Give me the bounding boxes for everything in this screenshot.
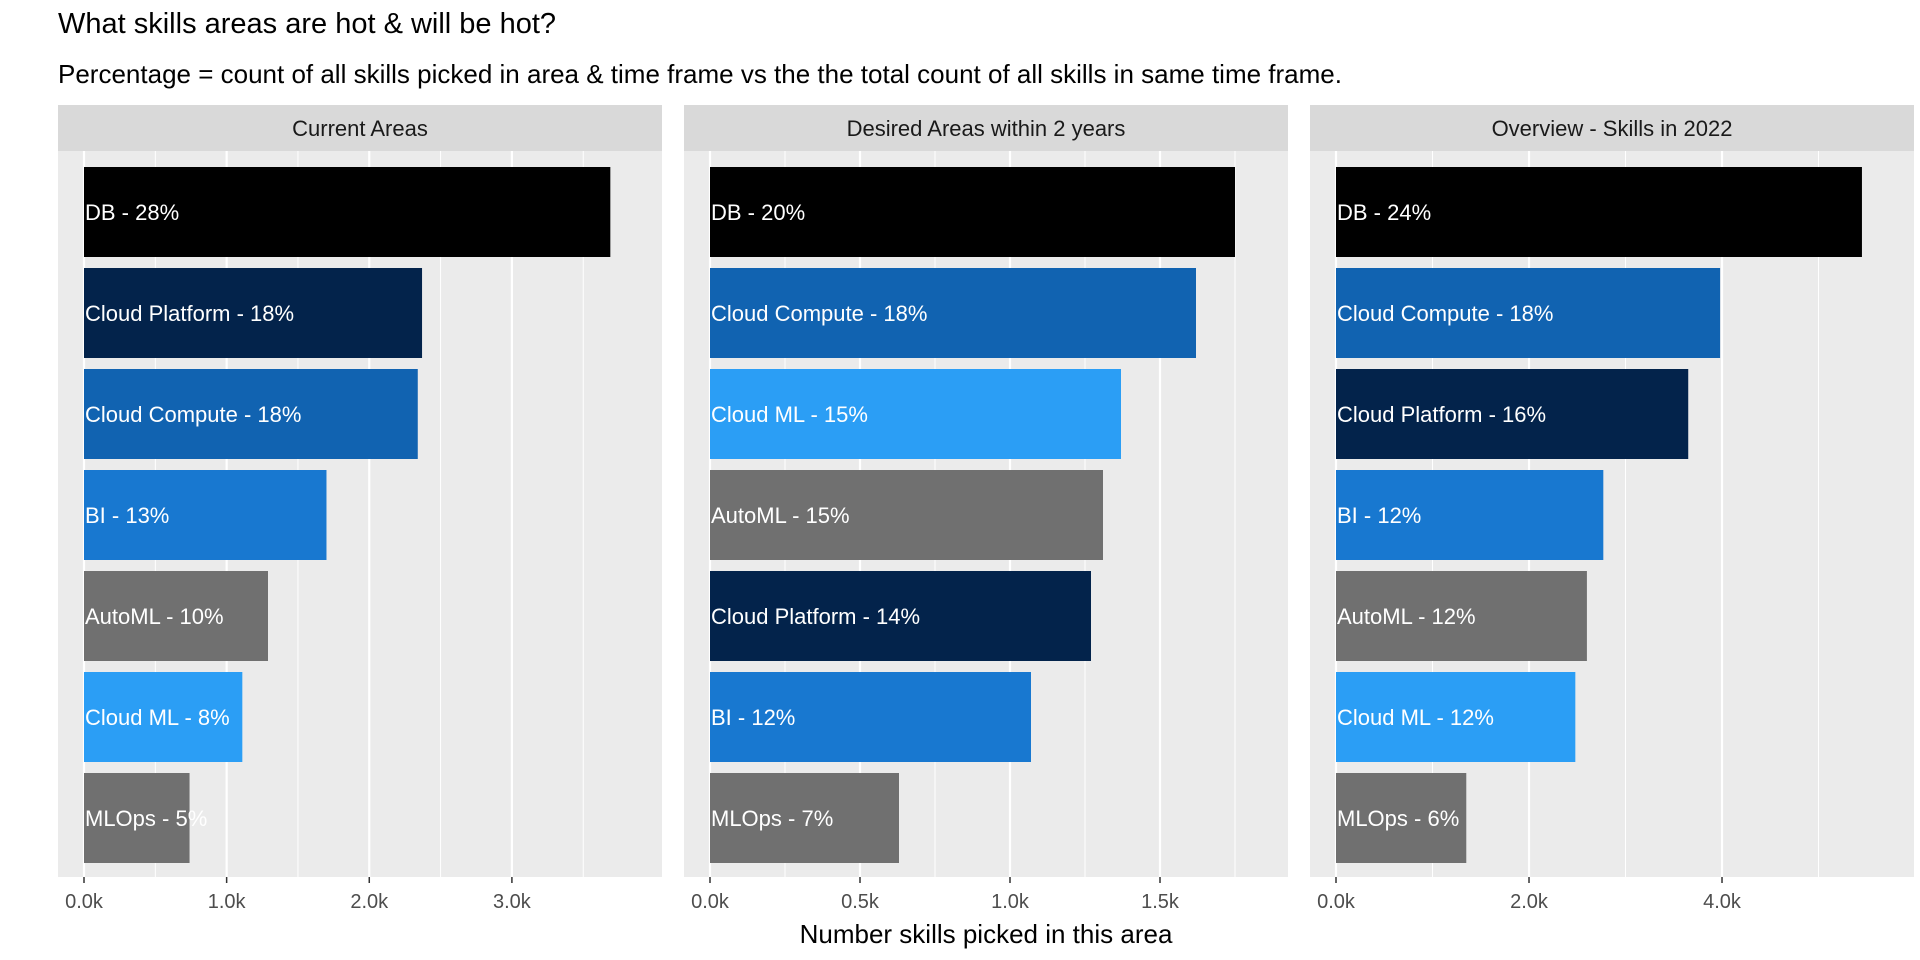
bar-layer: DB - 20% Cloud Compute - 18% Cloud ML - 15…: [710, 167, 1235, 863]
bar: [710, 672, 1031, 762]
tick-layer: 0.0k 1.0k 2.0k 3.0k: [65, 877, 532, 913]
bar: [84, 369, 418, 459]
bar-label: Cloud ML - 12%: [1337, 705, 1494, 730]
strip-background: [58, 105, 662, 151]
bar: [710, 167, 1235, 257]
bar-label: MLOps - 6%: [1337, 806, 1459, 831]
x-axis-title: Number skills picked in this area: [800, 919, 1173, 949]
x-tick-label: 1.0k: [208, 891, 247, 913]
bar: [84, 773, 190, 863]
bar-layer: DB - 24% Cloud Compute - 18% Cloud Platfor…: [1336, 167, 1862, 863]
x-tick-label: 0.5k: [841, 891, 880, 913]
bar: [1336, 470, 1604, 560]
bar-label: AutoML - 12%: [1337, 604, 1476, 629]
bar: [1336, 167, 1862, 257]
bar-label: Cloud ML - 15%: [711, 402, 868, 427]
bar: [84, 268, 423, 358]
bar: [84, 571, 268, 661]
strip-label: Overview - Skills in 2022: [1492, 116, 1733, 141]
x-tick-label: 1.0k: [991, 891, 1030, 913]
bar-label: MLOps - 7%: [711, 806, 833, 831]
x-tick-label: 4.0k: [1703, 891, 1742, 913]
bar-label: BI - 13%: [85, 503, 169, 528]
chart-title: What skills areas are hot & will be hot?: [58, 8, 557, 40]
bar: [1336, 268, 1721, 358]
bar: [1336, 571, 1587, 661]
bar-label: DB - 20%: [711, 200, 805, 225]
bar-label: MLOps - 5%: [85, 806, 207, 831]
x-tick-label: 2.0k: [1510, 891, 1549, 913]
bar-label: Cloud Platform - 18%: [85, 301, 294, 326]
bar-label: Cloud ML - 8%: [85, 705, 230, 730]
panel-overview: Overview - Skills in 2022 DB - 24% Cloud …: [1310, 105, 1914, 913]
bar: [710, 470, 1103, 560]
bar: [710, 268, 1196, 358]
x-tick-label: 0.0k: [691, 891, 730, 913]
bar-label: AutoML - 10%: [85, 604, 224, 629]
x-tick-label: 1.5k: [1141, 891, 1180, 913]
x-tick-label: 0.0k: [1317, 891, 1356, 913]
tick-layer: 0.0k 0.5k 1.0k 1.5k: [691, 877, 1180, 913]
bar: [84, 167, 611, 257]
bar: [710, 369, 1121, 459]
bar-label: DB - 28%: [85, 200, 179, 225]
bar: [1336, 369, 1689, 459]
bar-label: AutoML - 15%: [711, 503, 850, 528]
bar: [710, 571, 1091, 661]
panel-desired-areas: Desired Areas within 2 years DB - 20% Clo…: [684, 105, 1288, 913]
bar-label: Cloud Compute - 18%: [711, 301, 927, 326]
bar-label: Cloud Platform - 14%: [711, 604, 920, 629]
bar-layer: DB - 28% Cloud Platform - 18% Cloud Comput…: [84, 167, 611, 863]
strip-label: Current Areas: [292, 116, 428, 141]
strip-background: [1310, 105, 1914, 151]
bar: [1336, 672, 1576, 762]
bar-label: Cloud Compute - 18%: [1337, 301, 1553, 326]
bar: [84, 470, 327, 560]
bar: [710, 773, 899, 863]
bar: [1336, 773, 1467, 863]
tick-layer: 0.0k 2.0k 4.0k: [1317, 877, 1742, 913]
x-tick-label: 2.0k: [350, 891, 389, 913]
x-tick-label: 0.0k: [65, 891, 104, 913]
x-tick-label: 3.0k: [493, 891, 532, 913]
strip-label: Desired Areas within 2 years: [847, 116, 1126, 141]
bar-label: DB - 24%: [1337, 200, 1431, 225]
bar-label: BI - 12%: [1337, 503, 1421, 528]
bar-label: Cloud Platform - 16%: [1337, 402, 1546, 427]
bar: [84, 672, 243, 762]
bar-label: Cloud Compute - 18%: [85, 402, 301, 427]
strip-background: [684, 105, 1288, 151]
bar-label: BI - 12%: [711, 705, 795, 730]
chart-subtitle: Percentage = count of all skills picked …: [58, 59, 1342, 89]
panel-current-areas: Current Areas DB - 28% Cloud Platform - 1…: [58, 105, 662, 913]
